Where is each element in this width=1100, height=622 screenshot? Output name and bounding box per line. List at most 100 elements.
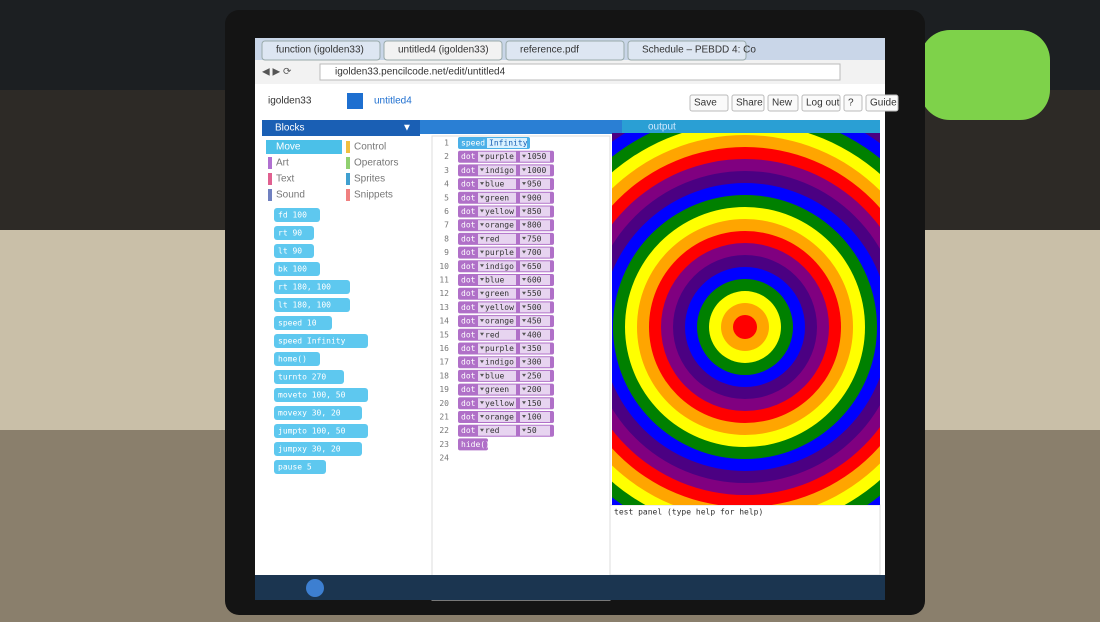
code-block[interactable] bbox=[458, 438, 488, 451]
palette bbox=[262, 136, 430, 600]
header-button-label: Log out bbox=[806, 98, 840, 109]
code-command: dot bbox=[461, 371, 476, 380]
dropdown-arrow bbox=[522, 291, 526, 295]
code-size: 200 bbox=[527, 385, 542, 394]
user-name: igolden33 bbox=[268, 96, 312, 107]
code-command: dot bbox=[461, 426, 476, 435]
size-slot bbox=[520, 288, 550, 299]
code-color: orange bbox=[485, 317, 514, 326]
tab[interactable] bbox=[383, 40, 503, 61]
color-slot bbox=[478, 192, 516, 203]
dropdown-arrow bbox=[480, 373, 484, 377]
file-name: untitled4 bbox=[374, 96, 412, 107]
category-label[interactable]: Operators bbox=[354, 158, 398, 169]
color-slot bbox=[478, 384, 516, 395]
code-color: green bbox=[485, 193, 509, 202]
line-number: 7 bbox=[444, 221, 449, 230]
category-label[interactable]: Move bbox=[276, 142, 301, 153]
palette-block-label: moveto 100, 50 bbox=[278, 391, 346, 400]
dropdown-arrow bbox=[480, 415, 484, 418]
tab[interactable] bbox=[505, 40, 625, 61]
size-slot bbox=[520, 247, 550, 258]
category-label[interactable]: Sound bbox=[276, 190, 305, 201]
code-color: indigo bbox=[485, 262, 514, 271]
header-button[interactable] bbox=[689, 94, 729, 112]
header-button[interactable] bbox=[843, 94, 863, 112]
palette-block[interactable] bbox=[274, 352, 320, 366]
palette-block[interactable] bbox=[274, 460, 326, 474]
category-label[interactable]: Text bbox=[276, 174, 295, 185]
category-label[interactable]: Control bbox=[354, 142, 386, 153]
code-size: 700 bbox=[527, 248, 542, 257]
code-command: speed bbox=[461, 139, 485, 148]
line-number: 17 bbox=[439, 358, 449, 367]
palette-block[interactable] bbox=[274, 388, 368, 402]
category-label[interactable]: Art bbox=[276, 158, 289, 169]
dropdown-arrow bbox=[480, 428, 484, 432]
taskbar bbox=[255, 575, 885, 600]
back-button[interactable]: ◀ ▶ ⟳ bbox=[262, 67, 292, 78]
code-color: purple bbox=[485, 152, 514, 161]
size-slot bbox=[520, 398, 550, 409]
code-color: blue bbox=[485, 371, 504, 380]
palette-block[interactable] bbox=[274, 208, 320, 222]
dropdown-arrow bbox=[480, 223, 484, 227]
palette-block[interactable] bbox=[274, 298, 350, 312]
line-number: 13 bbox=[439, 303, 449, 312]
color-slot bbox=[478, 247, 516, 258]
header-button-label: Save bbox=[694, 98, 717, 109]
arg-slot bbox=[487, 138, 527, 148]
code-command: dot bbox=[461, 385, 476, 394]
palette-block[interactable] bbox=[274, 226, 314, 240]
line-number: 9 bbox=[444, 248, 449, 257]
line-number: 15 bbox=[439, 330, 449, 339]
size-slot bbox=[520, 412, 550, 422]
code-command: dot bbox=[461, 289, 476, 298]
tab[interactable] bbox=[627, 40, 747, 61]
dropdown-arrow bbox=[522, 415, 526, 418]
header-button[interactable] bbox=[801, 94, 841, 112]
header-button[interactable] bbox=[731, 94, 765, 112]
size-slot bbox=[520, 275, 550, 285]
palette-block[interactable] bbox=[274, 406, 362, 420]
palette-block[interactable] bbox=[274, 262, 320, 276]
palette-block[interactable] bbox=[274, 370, 344, 384]
category-label[interactable]: Snippets bbox=[354, 190, 393, 201]
person-shirt bbox=[920, 30, 1050, 120]
palette-block[interactable] bbox=[274, 442, 362, 456]
category-swatch bbox=[346, 157, 350, 169]
color-slot bbox=[478, 206, 516, 217]
palette-block[interactable] bbox=[274, 244, 314, 258]
color-slot bbox=[478, 412, 516, 422]
palette-block[interactable] bbox=[274, 334, 368, 348]
test-panel-prompt: test panel (type help for help) bbox=[614, 508, 763, 517]
palette-block[interactable] bbox=[274, 316, 332, 330]
test-panel bbox=[609, 504, 881, 576]
code-command: dot bbox=[461, 358, 476, 367]
category-label[interactable]: Sprites bbox=[354, 174, 385, 185]
palette-block[interactable] bbox=[274, 424, 368, 438]
palette-block-label: rt 180, 100 bbox=[278, 283, 331, 292]
code-size: 500 bbox=[527, 303, 542, 312]
blocks-dropdown[interactable]: ▼ bbox=[402, 123, 412, 134]
code-color: blue bbox=[485, 180, 504, 189]
code-command: dot bbox=[461, 248, 476, 257]
start-button[interactable] bbox=[306, 579, 324, 597]
color-slot bbox=[478, 370, 516, 381]
dropdown-arrow bbox=[522, 182, 526, 186]
size-slot bbox=[520, 329, 550, 340]
code-command: dot bbox=[461, 317, 476, 326]
tab[interactable] bbox=[261, 40, 381, 61]
palette-block-label: home() bbox=[278, 355, 307, 364]
code-size: 450 bbox=[527, 317, 542, 326]
code-command: dot bbox=[461, 152, 476, 161]
code-color: orange bbox=[485, 413, 514, 422]
palette-block[interactable] bbox=[274, 280, 350, 294]
dropdown-arrow bbox=[522, 319, 526, 323]
header-button[interactable] bbox=[865, 94, 899, 112]
color-slot bbox=[478, 316, 516, 327]
code-size: 600 bbox=[527, 276, 542, 285]
header-button[interactable] bbox=[767, 94, 799, 112]
color-slot bbox=[478, 233, 516, 244]
blocks-header bbox=[262, 120, 420, 136]
